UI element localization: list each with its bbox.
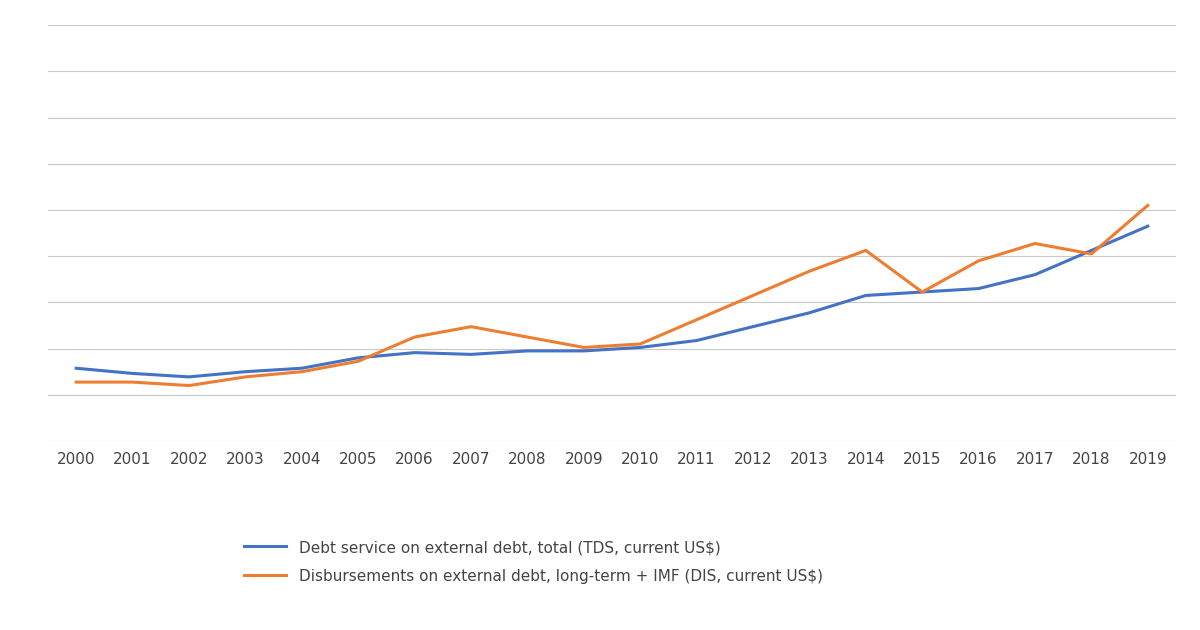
Disbursements on external debt, long-term + IMF (DIS, current US$) xyxy=(577,344,592,352)
Disbursements on external debt, long-term + IMF (DIS, current US$) xyxy=(916,289,930,296)
Legend: Debt service on external debt, total (TDS, current US$), Disbursements on extern: Debt service on external debt, total (TD… xyxy=(244,540,822,584)
Debt service on external debt, total (TDS, current US$) xyxy=(859,292,874,299)
Debt service on external debt, total (TDS, current US$) xyxy=(408,349,422,357)
Debt service on external debt, total (TDS, current US$) xyxy=(634,344,648,352)
Debt service on external debt, total (TDS, current US$) xyxy=(1028,271,1043,278)
Disbursements on external debt, long-term + IMF (DIS, current US$) xyxy=(70,378,84,386)
Debt service on external debt, total (TDS, current US$) xyxy=(577,347,592,355)
Debt service on external debt, total (TDS, current US$) xyxy=(521,347,535,355)
Line: Debt service on external debt, total (TDS, current US$): Debt service on external debt, total (TD… xyxy=(77,226,1148,377)
Debt service on external debt, total (TDS, current US$) xyxy=(1141,222,1156,230)
Debt service on external debt, total (TDS, current US$) xyxy=(70,364,84,372)
Disbursements on external debt, long-term + IMF (DIS, current US$) xyxy=(464,323,479,330)
Debt service on external debt, total (TDS, current US$) xyxy=(803,309,817,316)
Line: Disbursements on external debt, long-term + IMF (DIS, current US$): Disbursements on external debt, long-ter… xyxy=(77,205,1148,386)
Disbursements on external debt, long-term + IMF (DIS, current US$) xyxy=(126,378,140,386)
Debt service on external debt, total (TDS, current US$) xyxy=(972,285,986,292)
Disbursements on external debt, long-term + IMF (DIS, current US$) xyxy=(746,292,761,299)
Debt service on external debt, total (TDS, current US$) xyxy=(182,373,197,381)
Disbursements on external debt, long-term + IMF (DIS, current US$) xyxy=(239,373,253,381)
Disbursements on external debt, long-term + IMF (DIS, current US$) xyxy=(182,382,197,389)
Disbursements on external debt, long-term + IMF (DIS, current US$) xyxy=(1028,239,1043,247)
Disbursements on external debt, long-term + IMF (DIS, current US$) xyxy=(1085,250,1099,258)
Debt service on external debt, total (TDS, current US$) xyxy=(126,370,140,377)
Disbursements on external debt, long-term + IMF (DIS, current US$) xyxy=(690,316,704,324)
Debt service on external debt, total (TDS, current US$) xyxy=(746,323,761,330)
Disbursements on external debt, long-term + IMF (DIS, current US$) xyxy=(295,368,310,375)
Debt service on external debt, total (TDS, current US$) xyxy=(239,368,253,375)
Debt service on external debt, total (TDS, current US$) xyxy=(1085,246,1099,254)
Debt service on external debt, total (TDS, current US$) xyxy=(690,336,704,344)
Disbursements on external debt, long-term + IMF (DIS, current US$) xyxy=(408,333,422,341)
Debt service on external debt, total (TDS, current US$) xyxy=(352,354,366,362)
Debt service on external debt, total (TDS, current US$) xyxy=(916,289,930,296)
Disbursements on external debt, long-term + IMF (DIS, current US$) xyxy=(634,340,648,348)
Disbursements on external debt, long-term + IMF (DIS, current US$) xyxy=(972,257,986,265)
Debt service on external debt, total (TDS, current US$) xyxy=(464,350,479,358)
Disbursements on external debt, long-term + IMF (DIS, current US$) xyxy=(803,268,817,275)
Disbursements on external debt, long-term + IMF (DIS, current US$) xyxy=(859,246,874,254)
Disbursements on external debt, long-term + IMF (DIS, current US$) xyxy=(1141,202,1156,209)
Debt service on external debt, total (TDS, current US$) xyxy=(295,364,310,372)
Disbursements on external debt, long-term + IMF (DIS, current US$) xyxy=(352,357,366,365)
Disbursements on external debt, long-term + IMF (DIS, current US$) xyxy=(521,333,535,341)
